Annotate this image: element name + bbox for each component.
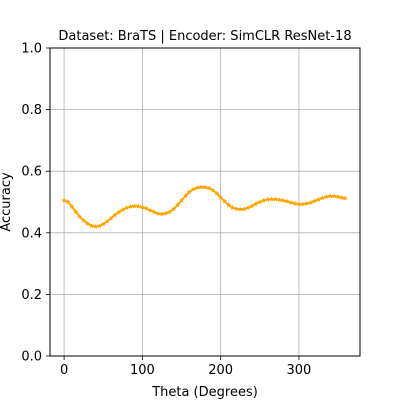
data-point: [206, 185, 212, 191]
data-point: [241, 206, 247, 212]
y-tick-label: 0.8: [21, 103, 42, 118]
data-point: [249, 203, 255, 209]
data-point: [186, 189, 193, 195]
data-point: [61, 197, 67, 203]
data-point: [65, 199, 71, 205]
data-point: [261, 197, 267, 203]
data-point: [131, 203, 138, 209]
data-point: [284, 198, 290, 204]
data-point: [233, 205, 240, 212]
data-point: [210, 187, 216, 193]
y-tick-label: 1.0: [21, 42, 42, 57]
data-point: [311, 198, 318, 204]
data-point: [190, 186, 196, 192]
data-point: [77, 213, 83, 220]
data-point: [237, 206, 243, 212]
data-point: [300, 201, 306, 207]
x-tick-label: 0: [60, 363, 68, 378]
chart-title: Dataset: BraTS | Encoder: SimCLR ResNet-…: [58, 29, 351, 44]
data-point: [288, 199, 294, 205]
data-point: [319, 195, 326, 201]
data-point: [280, 197, 287, 203]
data-point: [253, 201, 259, 207]
y-axis-label: Accuracy: [0, 172, 14, 232]
y-tick-label: 0.4: [21, 226, 42, 241]
data-point: [178, 197, 185, 203]
data-point: [135, 203, 142, 209]
data-point: [245, 205, 251, 211]
data-point: [104, 218, 110, 224]
data-point: [304, 200, 310, 206]
x-tick-label: 100: [130, 363, 155, 378]
x-axis-ticks: 0 100 200 300: [60, 356, 311, 378]
data-point: [221, 198, 228, 204]
data-point: [182, 192, 189, 199]
data-point: [276, 196, 283, 203]
data-point: [139, 204, 146, 210]
data-point: [217, 194, 224, 200]
data-point: [339, 194, 345, 200]
y-tick-label: 0.6: [21, 165, 42, 180]
data-point: [143, 205, 150, 211]
x-tick-label: 200: [208, 363, 233, 378]
data-point: [80, 217, 87, 223]
data-point: [155, 210, 161, 217]
data-point: [116, 209, 122, 215]
data-point: [167, 209, 173, 215]
data-point: [92, 223, 99, 229]
data-point: [229, 204, 236, 210]
data-point: [96, 223, 103, 229]
data-point: [112, 212, 118, 218]
y-axis-ticks: 0.0 0.2 0.4 0.6 0.8 1.0: [21, 42, 50, 365]
x-tick-label: 300: [287, 363, 312, 378]
data-point: [331, 193, 337, 199]
data-point: [120, 206, 126, 213]
y-tick-label: 0.2: [21, 288, 42, 303]
data-point: [342, 195, 348, 201]
data-point: [257, 199, 263, 205]
data-point: [292, 200, 298, 206]
data-point: [202, 184, 208, 190]
data-point: [151, 209, 157, 215]
data-point: [307, 199, 314, 205]
data-point: [127, 203, 134, 209]
data-point: [100, 221, 106, 227]
data-point: [159, 211, 165, 217]
data-point: [315, 196, 322, 202]
data-point: [272, 196, 279, 202]
data-point: [84, 220, 91, 226]
y-tick-label: 0.0: [21, 350, 42, 365]
data-point: [108, 215, 114, 221]
data-point: [323, 193, 330, 200]
data-point: [335, 193, 341, 200]
x-axis-label: Theta (Degrees): [151, 385, 258, 400]
series-group: [61, 184, 348, 229]
data-point: [214, 190, 220, 196]
data-point: [170, 206, 177, 212]
data-point: [73, 209, 79, 215]
data-point: [88, 222, 95, 229]
data-point: [163, 210, 169, 216]
data-point: [69, 203, 75, 209]
data-point: [194, 184, 200, 191]
plot-frame: [49, 47, 361, 357]
data-point: [147, 207, 153, 213]
data-point: [225, 202, 232, 208]
data-point: [264, 196, 271, 202]
data-point: [174, 202, 181, 208]
data-point: [123, 204, 130, 211]
